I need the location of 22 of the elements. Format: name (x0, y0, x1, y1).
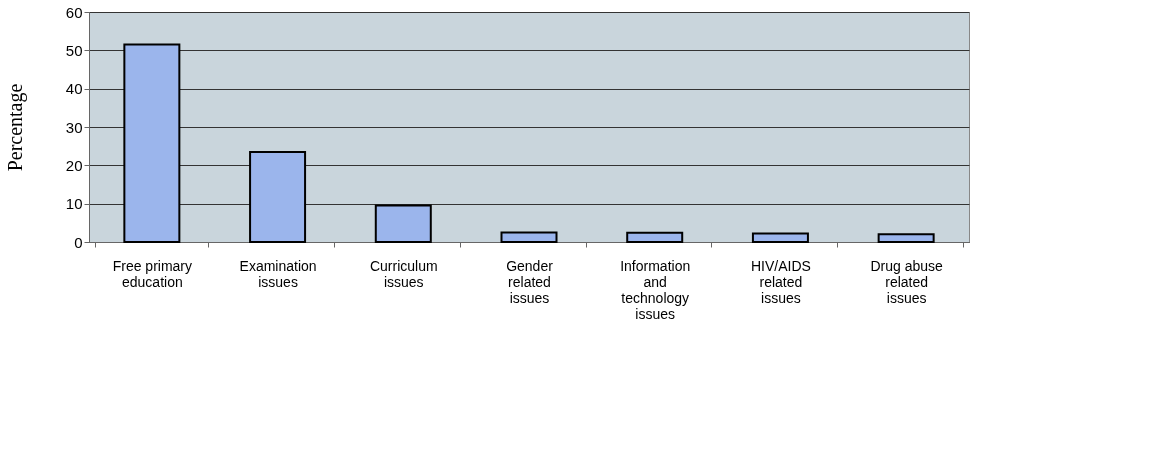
x-tick-label: Drug abuse related issues (870, 257, 944, 306)
y-tick-label: 40 (65, 80, 83, 98)
x-tick-label: Gender related issues (506, 257, 554, 306)
y-tick-label: 60 (65, 3, 83, 21)
x-tick-label: Examination issues (239, 257, 317, 290)
bar (249, 150, 307, 243)
bar (626, 231, 684, 243)
bar (374, 204, 432, 243)
x-tick-label: Information and technology issues (620, 257, 691, 322)
y-tick-label: 50 (65, 41, 83, 59)
y-tick-label: 20 (65, 156, 83, 174)
y-tick-label: 10 (65, 195, 83, 213)
bar (500, 231, 558, 243)
bar (123, 43, 181, 243)
y-tick-label: 30 (65, 118, 83, 136)
bar (751, 232, 809, 243)
x-tick-label: HIV/AIDS related issues (750, 257, 811, 306)
y-axis-title: Percentage (3, 83, 27, 172)
x-tick-label: Free primary education (112, 257, 193, 290)
y-tick-label: 0 (74, 233, 83, 251)
bar (877, 233, 935, 243)
x-tick-label: Curriculum issues (369, 257, 438, 290)
